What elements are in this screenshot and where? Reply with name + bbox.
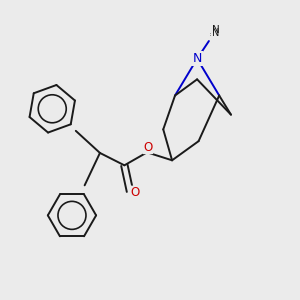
Text: N: N	[210, 35, 211, 36]
Text: N: N	[193, 52, 202, 65]
Text: N: N	[210, 33, 211, 34]
Text: N: N	[212, 25, 220, 34]
Text: O: O	[143, 141, 153, 154]
Text: N: N	[212, 28, 220, 38]
Text: N: N	[192, 52, 202, 65]
Text: O: O	[131, 186, 140, 199]
